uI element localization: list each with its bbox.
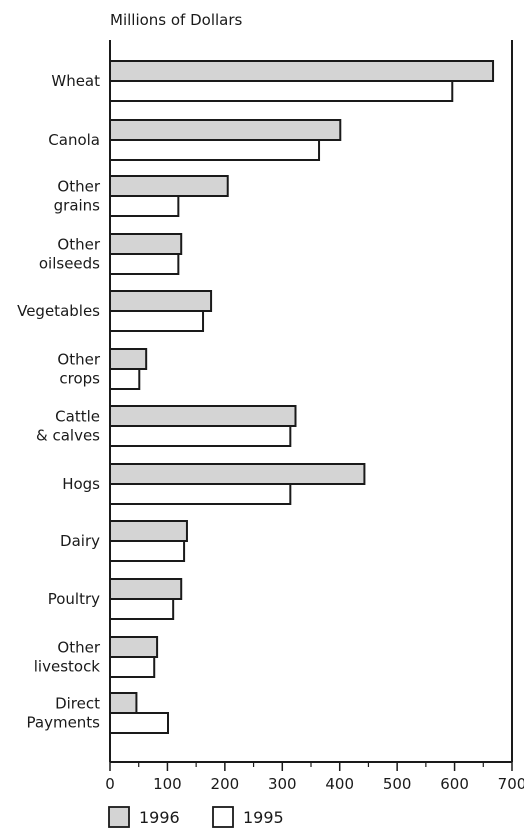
bar-1995-0 (109, 80, 454, 102)
bar-1996-10 (109, 636, 159, 658)
category-label: Other (57, 639, 100, 657)
x-tick-label: 700 (498, 775, 524, 793)
bar-1996-7 (109, 463, 366, 485)
bar-1995-8 (109, 540, 186, 562)
category-label: Payments (27, 714, 101, 732)
bar-1995-10 (109, 656, 156, 678)
bar-1995-11 (109, 712, 170, 734)
bar-1996-8 (109, 520, 188, 542)
bar-1995-5 (109, 368, 141, 390)
bar-1996-3 (109, 233, 183, 255)
category-label: crops (59, 370, 100, 388)
bar-1995-4 (109, 310, 205, 332)
category-label: Vegetables (17, 302, 100, 320)
category-label: Poultry (48, 590, 100, 608)
category-label: Other (57, 351, 100, 369)
bar-1996-6 (109, 405, 297, 427)
category-label: oilseeds (39, 255, 100, 273)
category-label: Hogs (62, 475, 100, 493)
legend-swatch-1996 (108, 806, 130, 828)
category-label: Other (57, 178, 100, 196)
bar-1995-1 (109, 139, 321, 161)
x-tick-label: 0 (105, 775, 115, 793)
bar-1996-9 (109, 578, 183, 600)
category-label: Other (57, 236, 100, 254)
category-label: Cattle (55, 408, 100, 426)
bars-group (109, 60, 495, 734)
category-label: grains (54, 197, 101, 215)
bar-1995-6 (109, 425, 292, 447)
axes-group: 0 100 200 300 400 500 600 700 (105, 40, 524, 793)
bar-1995-9 (109, 598, 175, 620)
legend: 1996 1995 (108, 806, 284, 828)
x-tick-label: 300 (268, 775, 297, 793)
x-tick-label: 400 (325, 775, 354, 793)
x-tick-label: 500 (383, 775, 412, 793)
legend-label: 1995 (243, 808, 284, 827)
bar-1996-2 (109, 175, 229, 197)
x-tick-label: 600 (440, 775, 469, 793)
category-label: & calves (36, 427, 100, 445)
bar-1996-1 (109, 119, 342, 141)
category-labels: WheatCanolaOthergrainsOtheroilseedsVeget… (17, 72, 101, 732)
bar-1995-7 (109, 483, 292, 505)
category-label: Dairy (60, 532, 100, 550)
bar-1996-4 (109, 290, 213, 312)
legend-swatch-1995 (212, 806, 234, 828)
category-label: Wheat (51, 72, 100, 90)
category-label: livestock (34, 658, 101, 676)
bar-1996-11 (109, 692, 138, 714)
bar-1996-0 (109, 60, 495, 82)
bar-1995-2 (109, 195, 180, 217)
legend-label: 1996 (139, 808, 180, 827)
x-tick-label: 100 (153, 775, 182, 793)
bar-1995-3 (109, 253, 180, 275)
bar-1996-5 (109, 348, 148, 370)
category-label: Direct (55, 695, 100, 713)
x-tick-label: 200 (211, 775, 240, 793)
chart-title: Millions of Dollars (110, 11, 243, 29)
category-label: Canola (48, 131, 100, 149)
